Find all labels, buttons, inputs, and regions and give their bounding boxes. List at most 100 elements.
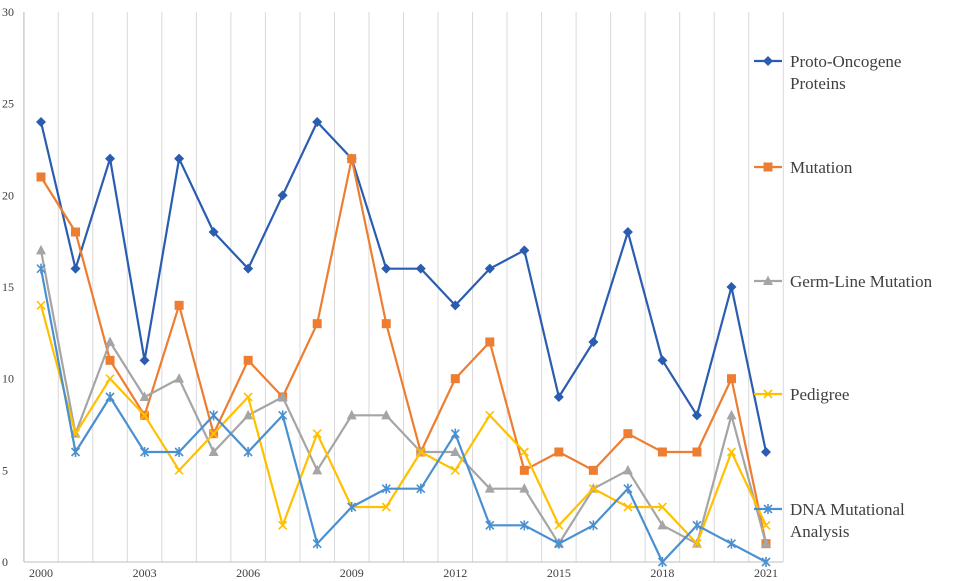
legend-item: Mutation — [754, 158, 853, 177]
legend-item: Proto-Oncogene Proteins — [754, 52, 901, 93]
data-point — [726, 538, 737, 549]
series — [36, 117, 771, 457]
data-point — [519, 465, 529, 475]
data-point — [381, 483, 391, 494]
data-point — [277, 190, 288, 201]
series-line — [39, 305, 767, 545]
data-point — [450, 446, 461, 456]
data-point — [346, 409, 357, 420]
data-point — [761, 520, 771, 530]
data-point — [484, 483, 495, 493]
series-line — [40, 157, 768, 544]
x-tick-label: 2000 — [29, 566, 53, 580]
data-point — [450, 300, 461, 311]
data-point — [763, 56, 773, 66]
legend-item: Germ-Line Mutation — [754, 272, 933, 291]
data-point — [657, 447, 667, 457]
data-point — [381, 409, 392, 420]
data-point — [761, 557, 771, 567]
legend-item: Pedigree — [754, 385, 849, 404]
data-point — [208, 227, 219, 237]
data-point — [726, 409, 737, 420]
data-point — [691, 410, 702, 421]
data-point — [657, 355, 668, 366]
x-tick-label: 2021 — [754, 566, 778, 580]
data-point — [692, 520, 702, 531]
data-point — [450, 428, 460, 439]
data-point — [312, 117, 323, 127]
legend-label: Pedigree — [790, 385, 849, 404]
data-point — [70, 447, 81, 457]
y-tick-label: 25 — [2, 97, 14, 111]
data-point — [105, 392, 115, 402]
data-point — [243, 355, 253, 365]
data-point — [312, 538, 322, 549]
data-point — [763, 389, 773, 399]
data-point — [139, 391, 150, 401]
data-point — [174, 465, 184, 475]
x-axis-ticks: 2000 2003 2006 2009 2012 2015 2018 2021 — [29, 566, 778, 580]
data-point — [761, 538, 771, 548]
data-point — [381, 502, 391, 512]
legend-label: Proto-Oncogene Proteins — [790, 52, 901, 93]
legend-item: DNA Mutational Analysis — [754, 500, 905, 541]
data-point — [105, 355, 115, 365]
data-point — [381, 319, 391, 329]
data-point — [36, 263, 46, 274]
data-point — [312, 319, 322, 329]
data-point — [450, 374, 460, 384]
legend-label: Mutation — [790, 158, 853, 177]
x-tick-label: 2018 — [650, 566, 674, 580]
data-point — [763, 275, 773, 285]
data-point — [485, 520, 495, 531]
data-point — [347, 502, 357, 512]
data-point — [174, 373, 185, 383]
y-tick-label: 10 — [2, 372, 14, 386]
data-point — [381, 263, 392, 274]
data-point — [416, 447, 426, 457]
data-point — [622, 227, 633, 237]
data-point — [243, 263, 254, 274]
data-point — [312, 429, 322, 439]
data-point — [726, 447, 737, 457]
data-point — [692, 539, 702, 549]
y-tick-label: 5 — [2, 463, 8, 477]
data-point — [623, 429, 633, 439]
data-point — [105, 374, 115, 384]
data-point — [761, 447, 771, 457]
data-point — [140, 410, 150, 420]
series-line — [39, 250, 768, 545]
series — [36, 300, 771, 549]
data-point — [105, 153, 116, 164]
data-point — [415, 263, 426, 274]
data-point — [588, 465, 598, 475]
data-point — [484, 263, 495, 274]
data-point — [36, 300, 46, 310]
data-point — [209, 410, 219, 421]
data-point — [347, 154, 357, 164]
data-point — [70, 263, 81, 274]
data-point — [174, 447, 184, 457]
y-tick-label: 0 — [2, 555, 8, 569]
series-line — [39, 268, 767, 564]
series-line — [39, 120, 768, 453]
x-tick-label: 2009 — [340, 566, 364, 580]
data-point — [208, 446, 219, 456]
data-point — [485, 410, 495, 420]
data-point — [36, 172, 46, 182]
data-point — [554, 447, 564, 457]
data-point — [763, 162, 773, 172]
data-point — [657, 557, 667, 567]
data-point — [105, 336, 116, 346]
data-point — [71, 227, 81, 237]
data-point — [657, 519, 668, 530]
data-point — [588, 520, 598, 531]
data-point — [36, 244, 46, 255]
x-tick-label: 2003 — [133, 566, 157, 580]
data-point — [174, 300, 184, 310]
data-point — [692, 447, 702, 457]
y-tick-label: 30 — [2, 5, 14, 19]
data-point — [588, 484, 598, 494]
y-tick-label: 20 — [2, 188, 14, 202]
